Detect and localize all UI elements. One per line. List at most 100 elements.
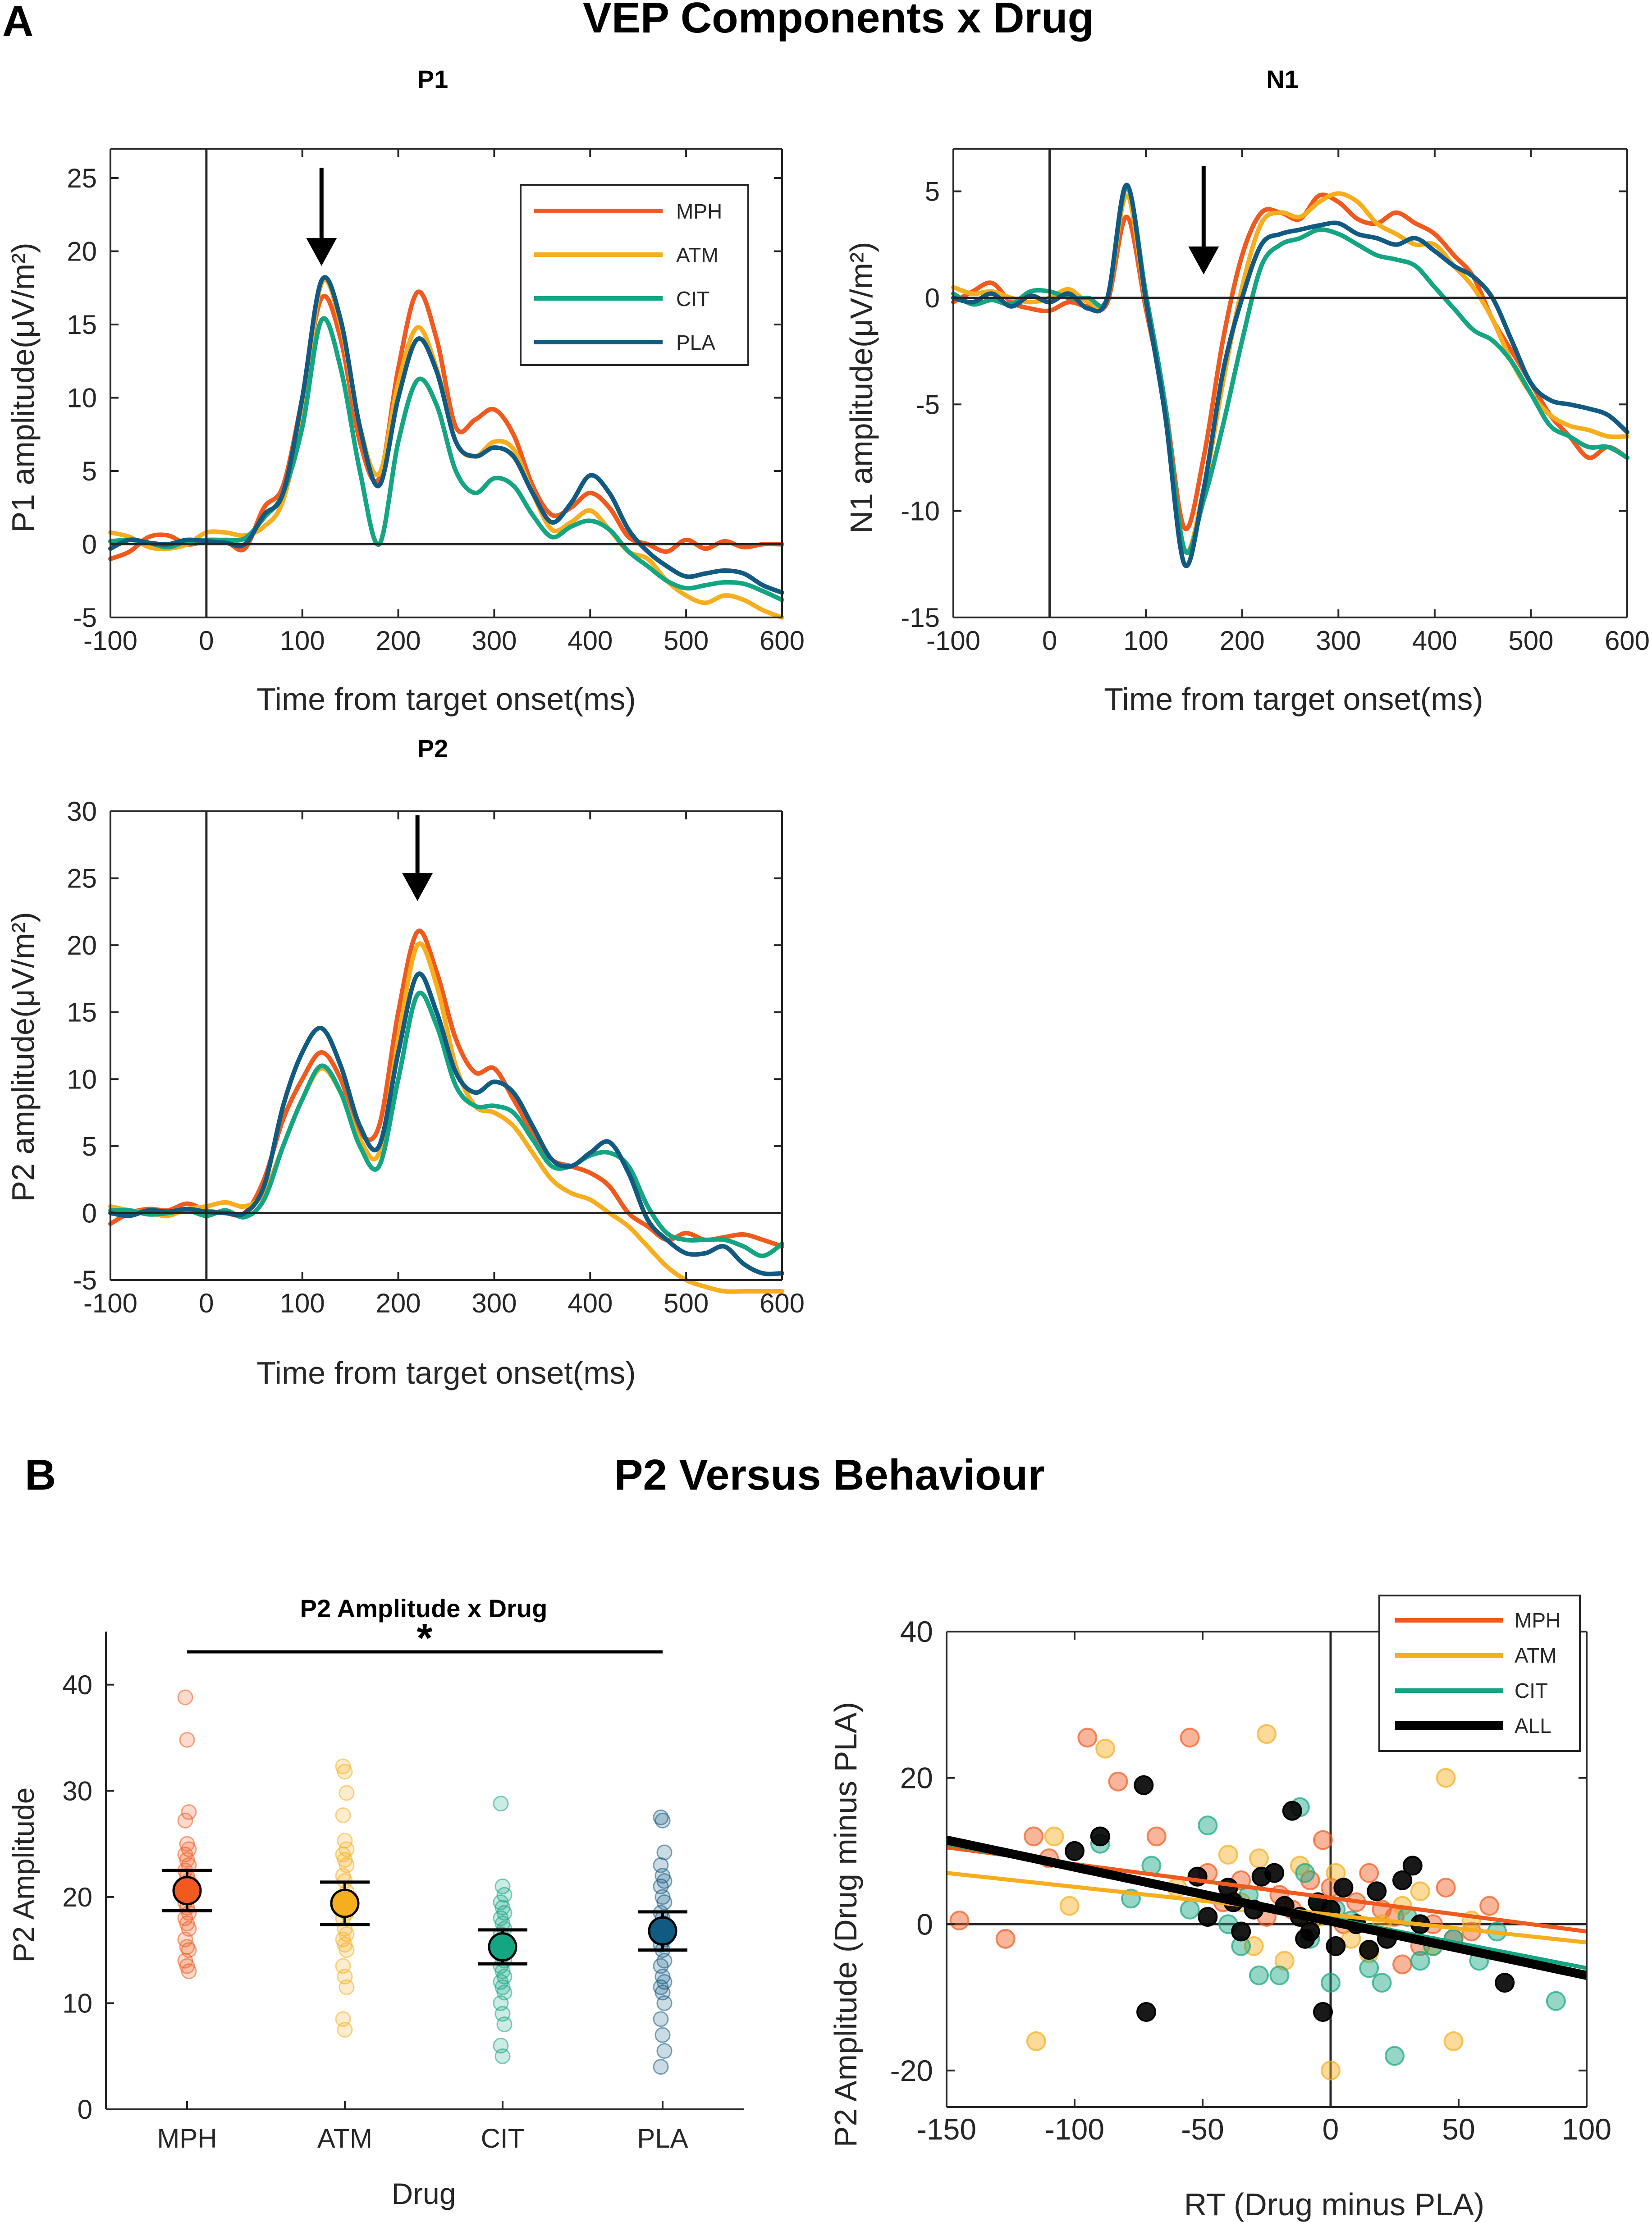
data-point-mph: [949, 1911, 970, 1931]
p2-vs-rt-x-axis-label: RT (Drug minus PLA): [1184, 2187, 1485, 2222]
data-point-atm: [339, 1979, 355, 1995]
p1-x-tick-label: 0: [199, 626, 214, 656]
mean-marker-cit: [488, 1932, 517, 1962]
data-point-cit: [1372, 1973, 1392, 1993]
data-point-cit: [1249, 1965, 1269, 1985]
p2-y-tick-label: 0: [82, 1198, 97, 1228]
p1-y-tick-label: 0: [82, 530, 97, 560]
p1-series-atm: [108, 277, 784, 620]
data-point-cit: [1546, 1991, 1566, 2011]
data-point-cit: [496, 1887, 513, 1903]
p2-series-lines: [108, 928, 784, 1294]
p2-amplitude-y-axis-label: P2 Amplitude: [7, 1788, 40, 1963]
p2-amp-y-tick-label: 20: [62, 1882, 92, 1912]
p1-x-tick-label: 200: [376, 626, 421, 656]
p2-rt-x-tick-label: -150: [917, 2112, 976, 2146]
p2-amplitude-points: [162, 1689, 687, 2075]
data-point-all: [1367, 1881, 1387, 1902]
p2-x-tick-label: 400: [567, 1288, 613, 1318]
data-point-atm: [337, 2021, 353, 2038]
mean-marker-pla: [648, 1916, 677, 1946]
p1-axes: -100 0 100 200 300 400 500 600 -5 0 5 10 15 20 25: [67, 148, 805, 656]
p2-axes: -100 0 100 200 300 400 500 600 -5 0 5 10 15 20 25 30: [67, 796, 805, 1318]
p1-x-tick-label: -100: [83, 626, 137, 656]
p2-amp-x-tick-label: ATM: [317, 2123, 372, 2153]
data-point-all: [1282, 1801, 1302, 1821]
p2-y-axis-label: P2 amplitude(μV/m²): [5, 912, 41, 1202]
data-point-all: [1313, 2002, 1333, 2022]
data-point-all: [1231, 1921, 1251, 1942]
p2-vs-rt-axes: -150 -100 -50 0 50 100 -20 0 20 40: [890, 1615, 1611, 2146]
p2-rt-x-tick-label: -100: [1045, 2112, 1104, 2146]
panel-b-title: P2 Versus Behaviour: [614, 1451, 1044, 1499]
data-point-atm: [337, 1764, 353, 1780]
data-point-mph: [181, 1804, 197, 1820]
data-point-atm: [1095, 1738, 1116, 1759]
data-point-atm: [1257, 1724, 1277, 1744]
data-point-pla: [654, 2027, 671, 2043]
p1-x-axis-label: Time from target onset(ms): [256, 681, 636, 717]
p2-title: P2: [417, 734, 448, 763]
data-point-mph: [179, 1732, 195, 1748]
data-point-atm: [1249, 1848, 1269, 1869]
p2-rt-x-tick-label: 50: [1442, 2112, 1475, 2146]
n1-x-tick-label: -100: [926, 626, 980, 656]
data-point-cit: [494, 2048, 511, 2064]
data-point-cit: [493, 1796, 509, 1812]
p2-arrow-head: [402, 873, 433, 901]
p2-amp-y-tick-label: 30: [62, 1776, 92, 1806]
data-point-mph: [1392, 1954, 1413, 1975]
data-point-mph: [1108, 1771, 1128, 1792]
data-point-atm: [335, 1807, 351, 1824]
p1-arrow-head: [306, 238, 337, 266]
p2-rt-y-tick-label: 0: [916, 1907, 933, 1941]
p2-x-tick-label: 300: [471, 1288, 517, 1318]
n1-y-tick-label: -5: [916, 389, 940, 420]
data-point-all: [1326, 1936, 1346, 1956]
p2-y-tick-label: 10: [67, 1064, 97, 1094]
mean-marker-atm: [330, 1888, 360, 1918]
data-point-all: [1300, 1921, 1320, 1942]
p1-legend-label-pla: PLA: [676, 331, 715, 354]
p2-x-tick-label: 100: [280, 1288, 325, 1318]
p1-title: P1: [417, 65, 448, 93]
p2-amp-y-tick-label: 40: [62, 1670, 92, 1700]
data-point-all: [1264, 1863, 1285, 1883]
data-point-atm: [1044, 1826, 1064, 1847]
p2-series-atm: [108, 941, 784, 1294]
n1-chart: N1 -100 0 100 200 300 400 500 600 -15 -10 -5 0 5 Tim…: [844, 65, 1650, 717]
p2-vs-rt-legend: MPH ATM CIT ALL: [1378, 1595, 1581, 1752]
n1-title: N1: [1266, 65, 1299, 93]
p2-amplitude-axes: 0 10 20 30 40 MPH ATM CIT PLA: [62, 1632, 744, 2153]
data-point-atm: [339, 1942, 355, 1958]
p2-rt-legend-label-cit: CIT: [1515, 1679, 1548, 1702]
n1-overlays: [953, 149, 1627, 617]
p2-x-tick-label: 600: [760, 1288, 805, 1318]
p2-y-tick-label: 30: [67, 796, 97, 827]
p2-vs-rt-y-axis-label: P2 Amplitude (Drug minus PLA): [828, 1702, 863, 2147]
p2-rt-y-tick-label: 20: [900, 1761, 933, 1795]
data-point-all: [1136, 2002, 1157, 2022]
p2-y-tick-label: 15: [67, 997, 97, 1028]
data-point-cit: [1295, 1863, 1315, 1883]
significance-marker: *: [416, 1616, 432, 1661]
p1-y-tick-label: 15: [67, 310, 97, 340]
p2-x-tick-label: -100: [83, 1288, 137, 1318]
p1-overlays: [110, 149, 782, 617]
p2-series-pla: [108, 971, 784, 1276]
p2-rt-legend-label-atm: ATM: [1515, 1644, 1557, 1667]
data-point-mph: [1436, 1878, 1456, 1898]
p1-chart: P1 -100 0 100 200 300 400 500 600 -5 0 5 10 15 20 25 M…: [5, 65, 805, 717]
p1-x-tick-label: 300: [471, 626, 517, 656]
p1-legend-label-mph: MPH: [676, 200, 722, 223]
p1-legend-label-cit: CIT: [676, 287, 709, 311]
p1-x-tick-label: 500: [664, 626, 709, 656]
p2-amp-y-tick-label: 10: [62, 1988, 92, 2018]
p2-x-axis-label: Time from target onset(ms): [256, 1355, 636, 1390]
data-point-mph: [1077, 1728, 1098, 1748]
data-point-pla: [654, 1812, 671, 1829]
data-point-atm: [1274, 1951, 1295, 1971]
panel-a-title: VEP Components x Drug: [583, 0, 1094, 42]
p2-y-tick-label: 5: [82, 1131, 97, 1161]
